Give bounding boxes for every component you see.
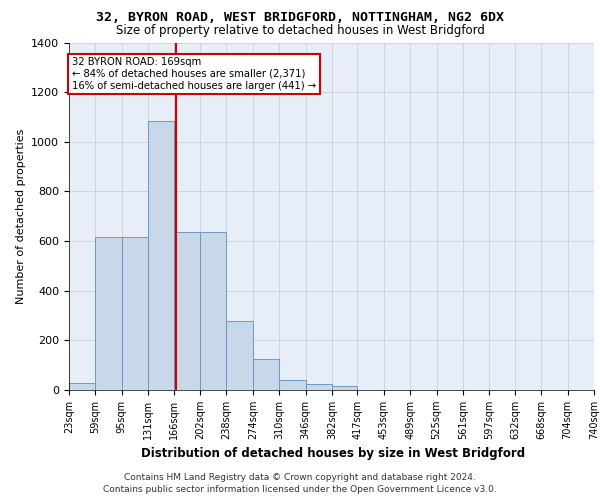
Y-axis label: Number of detached properties: Number of detached properties [16,128,26,304]
Bar [122,238,148,390]
Bar [332,386,358,390]
Bar [69,382,95,390]
Bar [305,384,332,390]
Text: Size of property relative to detached houses in West Bridgford: Size of property relative to detached ho… [116,24,484,37]
Text: Distribution of detached houses by size in West Bridgford: Distribution of detached houses by size … [141,448,525,460]
Bar [253,359,279,390]
Text: 32, BYRON ROAD, WEST BRIDGFORD, NOTTINGHAM, NG2 6DX: 32, BYRON ROAD, WEST BRIDGFORD, NOTTINGH… [96,11,504,24]
Bar [279,380,305,390]
Text: Contains HM Land Registry data © Crown copyright and database right 2024.
Contai: Contains HM Land Registry data © Crown c… [103,472,497,494]
Text: 32 BYRON ROAD: 169sqm
← 84% of detached houses are smaller (2,371)
16% of semi-d: 32 BYRON ROAD: 169sqm ← 84% of detached … [72,58,316,90]
Bar [95,238,122,390]
Bar [174,232,200,390]
Bar [148,120,174,390]
Bar [226,320,253,390]
Bar [200,232,226,390]
